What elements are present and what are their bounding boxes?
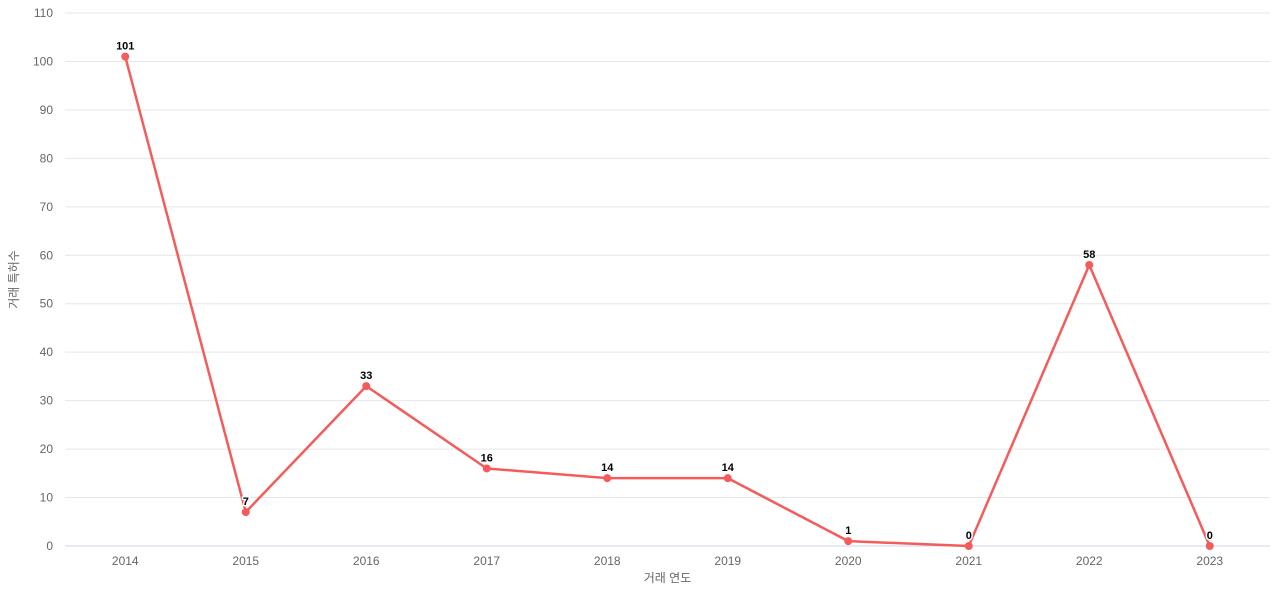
data-label: 1: [845, 525, 851, 537]
data-label: 101: [116, 41, 134, 53]
data-label: 14: [722, 462, 735, 474]
y-tick-label: 70: [40, 200, 54, 214]
x-tick-label: 2019: [714, 554, 741, 568]
data-labels: 101 7 33 16 14 14 1 0 58 0: [115, 39, 1215, 543]
y-tick-label: 10: [40, 491, 54, 505]
y-tick-label: 40: [40, 345, 54, 359]
x-tick-label: 2016: [353, 554, 380, 568]
y-tick-label: 90: [40, 103, 54, 117]
x-tick-label: 2022: [1076, 554, 1103, 568]
x-tick-label: 2023: [1196, 554, 1223, 568]
y-axis-tick-labels: 0 10 20 30 40 50 60 70 80 90 100 110: [33, 6, 53, 553]
y-tick-label: 100: [33, 54, 53, 68]
y-tick-label: 20: [40, 442, 54, 456]
data-point-marker[interactable]: [1085, 260, 1094, 269]
x-axis-title: 거래 연도: [644, 571, 692, 585]
data-point-marker[interactable]: [121, 52, 130, 61]
data-point-marker[interactable]: [362, 382, 371, 391]
y-tick-label: 110: [34, 6, 53, 20]
data-label: 14: [601, 462, 614, 474]
y-tick-label: 60: [40, 248, 54, 262]
data-point-marker[interactable]: [1205, 542, 1214, 550]
data-label: 58: [1083, 249, 1095, 261]
data-label: 0: [966, 530, 972, 542]
x-tick-label: 2018: [594, 554, 621, 568]
x-tick-label: 2020: [835, 554, 862, 568]
y-axis-title: 거래 특허수: [7, 250, 21, 309]
data-label: 0: [1207, 530, 1213, 542]
series-line: [124, 55, 1211, 548]
gridlines: [65, 12, 1270, 499]
y-tick-label: 30: [40, 394, 54, 408]
data-point-marker[interactable]: [241, 508, 250, 517]
data-label: 7: [243, 496, 249, 508]
data-point-marker[interactable]: [723, 474, 732, 483]
y-tick-label: 50: [40, 297, 54, 311]
data-point-markers: [121, 52, 1214, 550]
data-point-marker[interactable]: [482, 464, 491, 473]
x-tick-label: 2017: [473, 554, 500, 568]
x-tick-label: 2014: [112, 554, 139, 568]
data-point-marker[interactable]: [603, 474, 612, 483]
x-tick-label: 2021: [955, 554, 982, 568]
data-label: 33: [360, 370, 372, 382]
y-tick-label: 0: [46, 539, 53, 553]
x-tick-label: 2015: [232, 554, 259, 568]
data-point-marker[interactable]: [964, 542, 973, 550]
x-axis-tick-labels: 2014 2015 2016 2017 2018 2019 2020 2021 2022 2023: [112, 554, 1224, 568]
y-tick-label: 80: [40, 151, 54, 165]
data-point-marker[interactable]: [844, 537, 853, 546]
data-label: 16: [481, 452, 493, 464]
